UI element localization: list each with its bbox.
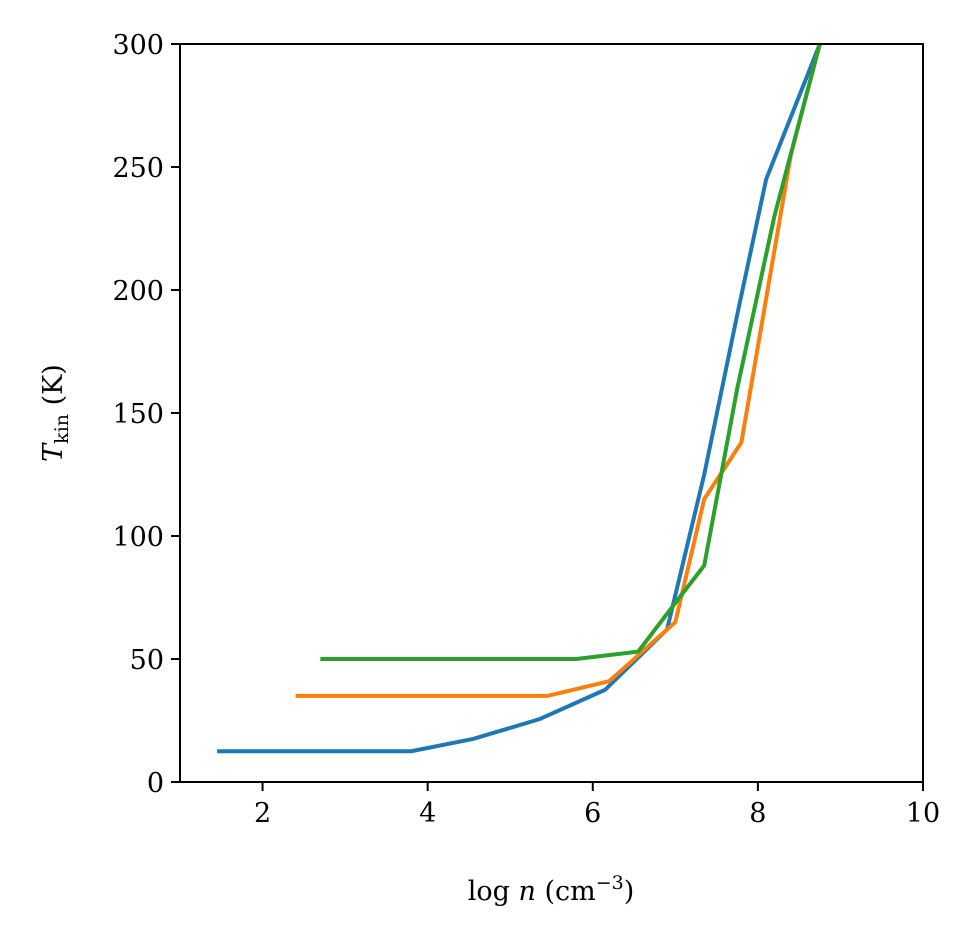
y-axis-ticks: 0 50 100 150 200 250 300 (112, 30, 180, 799)
plot-frame (179, 43, 924, 783)
y-tick-label: 50 (130, 645, 164, 676)
x-tick-label: 2 (254, 798, 271, 829)
y-axis-label: Tkin (K) (38, 364, 73, 462)
x-tick-label: 4 (419, 798, 436, 829)
series-line-3 (320, 44, 822, 661)
series-line-2 (295, 44, 822, 698)
x-tick-label: 6 (584, 798, 601, 829)
x-tick-label: 8 (749, 798, 766, 829)
x-axis-ticks: 2 4 6 8 10 (254, 782, 940, 829)
series-layer (217, 44, 822, 754)
y-tick-label: 300 (112, 30, 164, 61)
y-tick-label: 0 (147, 768, 164, 799)
y-tick-label: 200 (112, 276, 164, 307)
y-tick-label: 150 (112, 399, 164, 430)
x-tick-label: 10 (906, 798, 940, 829)
series-line-1 (217, 44, 822, 754)
y-tick-label: 100 (112, 522, 164, 553)
y-tick-label: 250 (112, 153, 164, 184)
x-axis-label: log n (cm−3) (468, 872, 635, 907)
